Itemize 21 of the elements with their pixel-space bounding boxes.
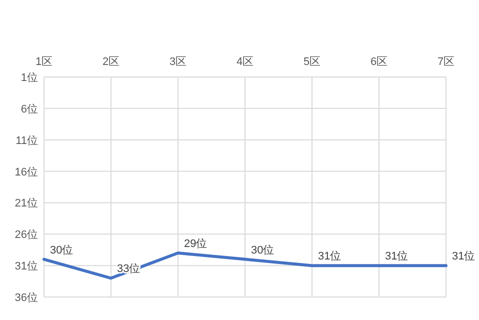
x-tick-label: 7区 — [437, 56, 455, 68]
x-tick-label: 5区 — [303, 56, 321, 68]
y-tick-label: 36位 — [14, 292, 38, 304]
x-tick-label: 3区 — [169, 56, 187, 68]
data-label: 29位 — [184, 238, 208, 250]
data-label: 31位 — [452, 250, 476, 263]
y-tick-label: 1位 — [20, 72, 38, 84]
y-tick-label: 21位 — [14, 198, 38, 210]
data-label: 31位 — [318, 250, 342, 263]
data-label: 30位 — [50, 244, 74, 256]
x-tick-label: 2区 — [102, 56, 120, 68]
y-tick-label: 11位 — [16, 134, 38, 147]
y-tick-label: 31位 — [14, 260, 38, 273]
y-tick-label: 26位 — [14, 229, 38, 242]
x-tick-label: 4区 — [236, 56, 254, 68]
y-tick-label: 16位 — [14, 166, 38, 178]
data-label: 31位 — [385, 250, 408, 263]
x-tick-label: 6区 — [370, 56, 388, 68]
y-tick-label: 6位 — [20, 103, 38, 116]
x-tick-label: 1区 — [35, 56, 53, 68]
data-label: 30位 — [251, 244, 274, 256]
